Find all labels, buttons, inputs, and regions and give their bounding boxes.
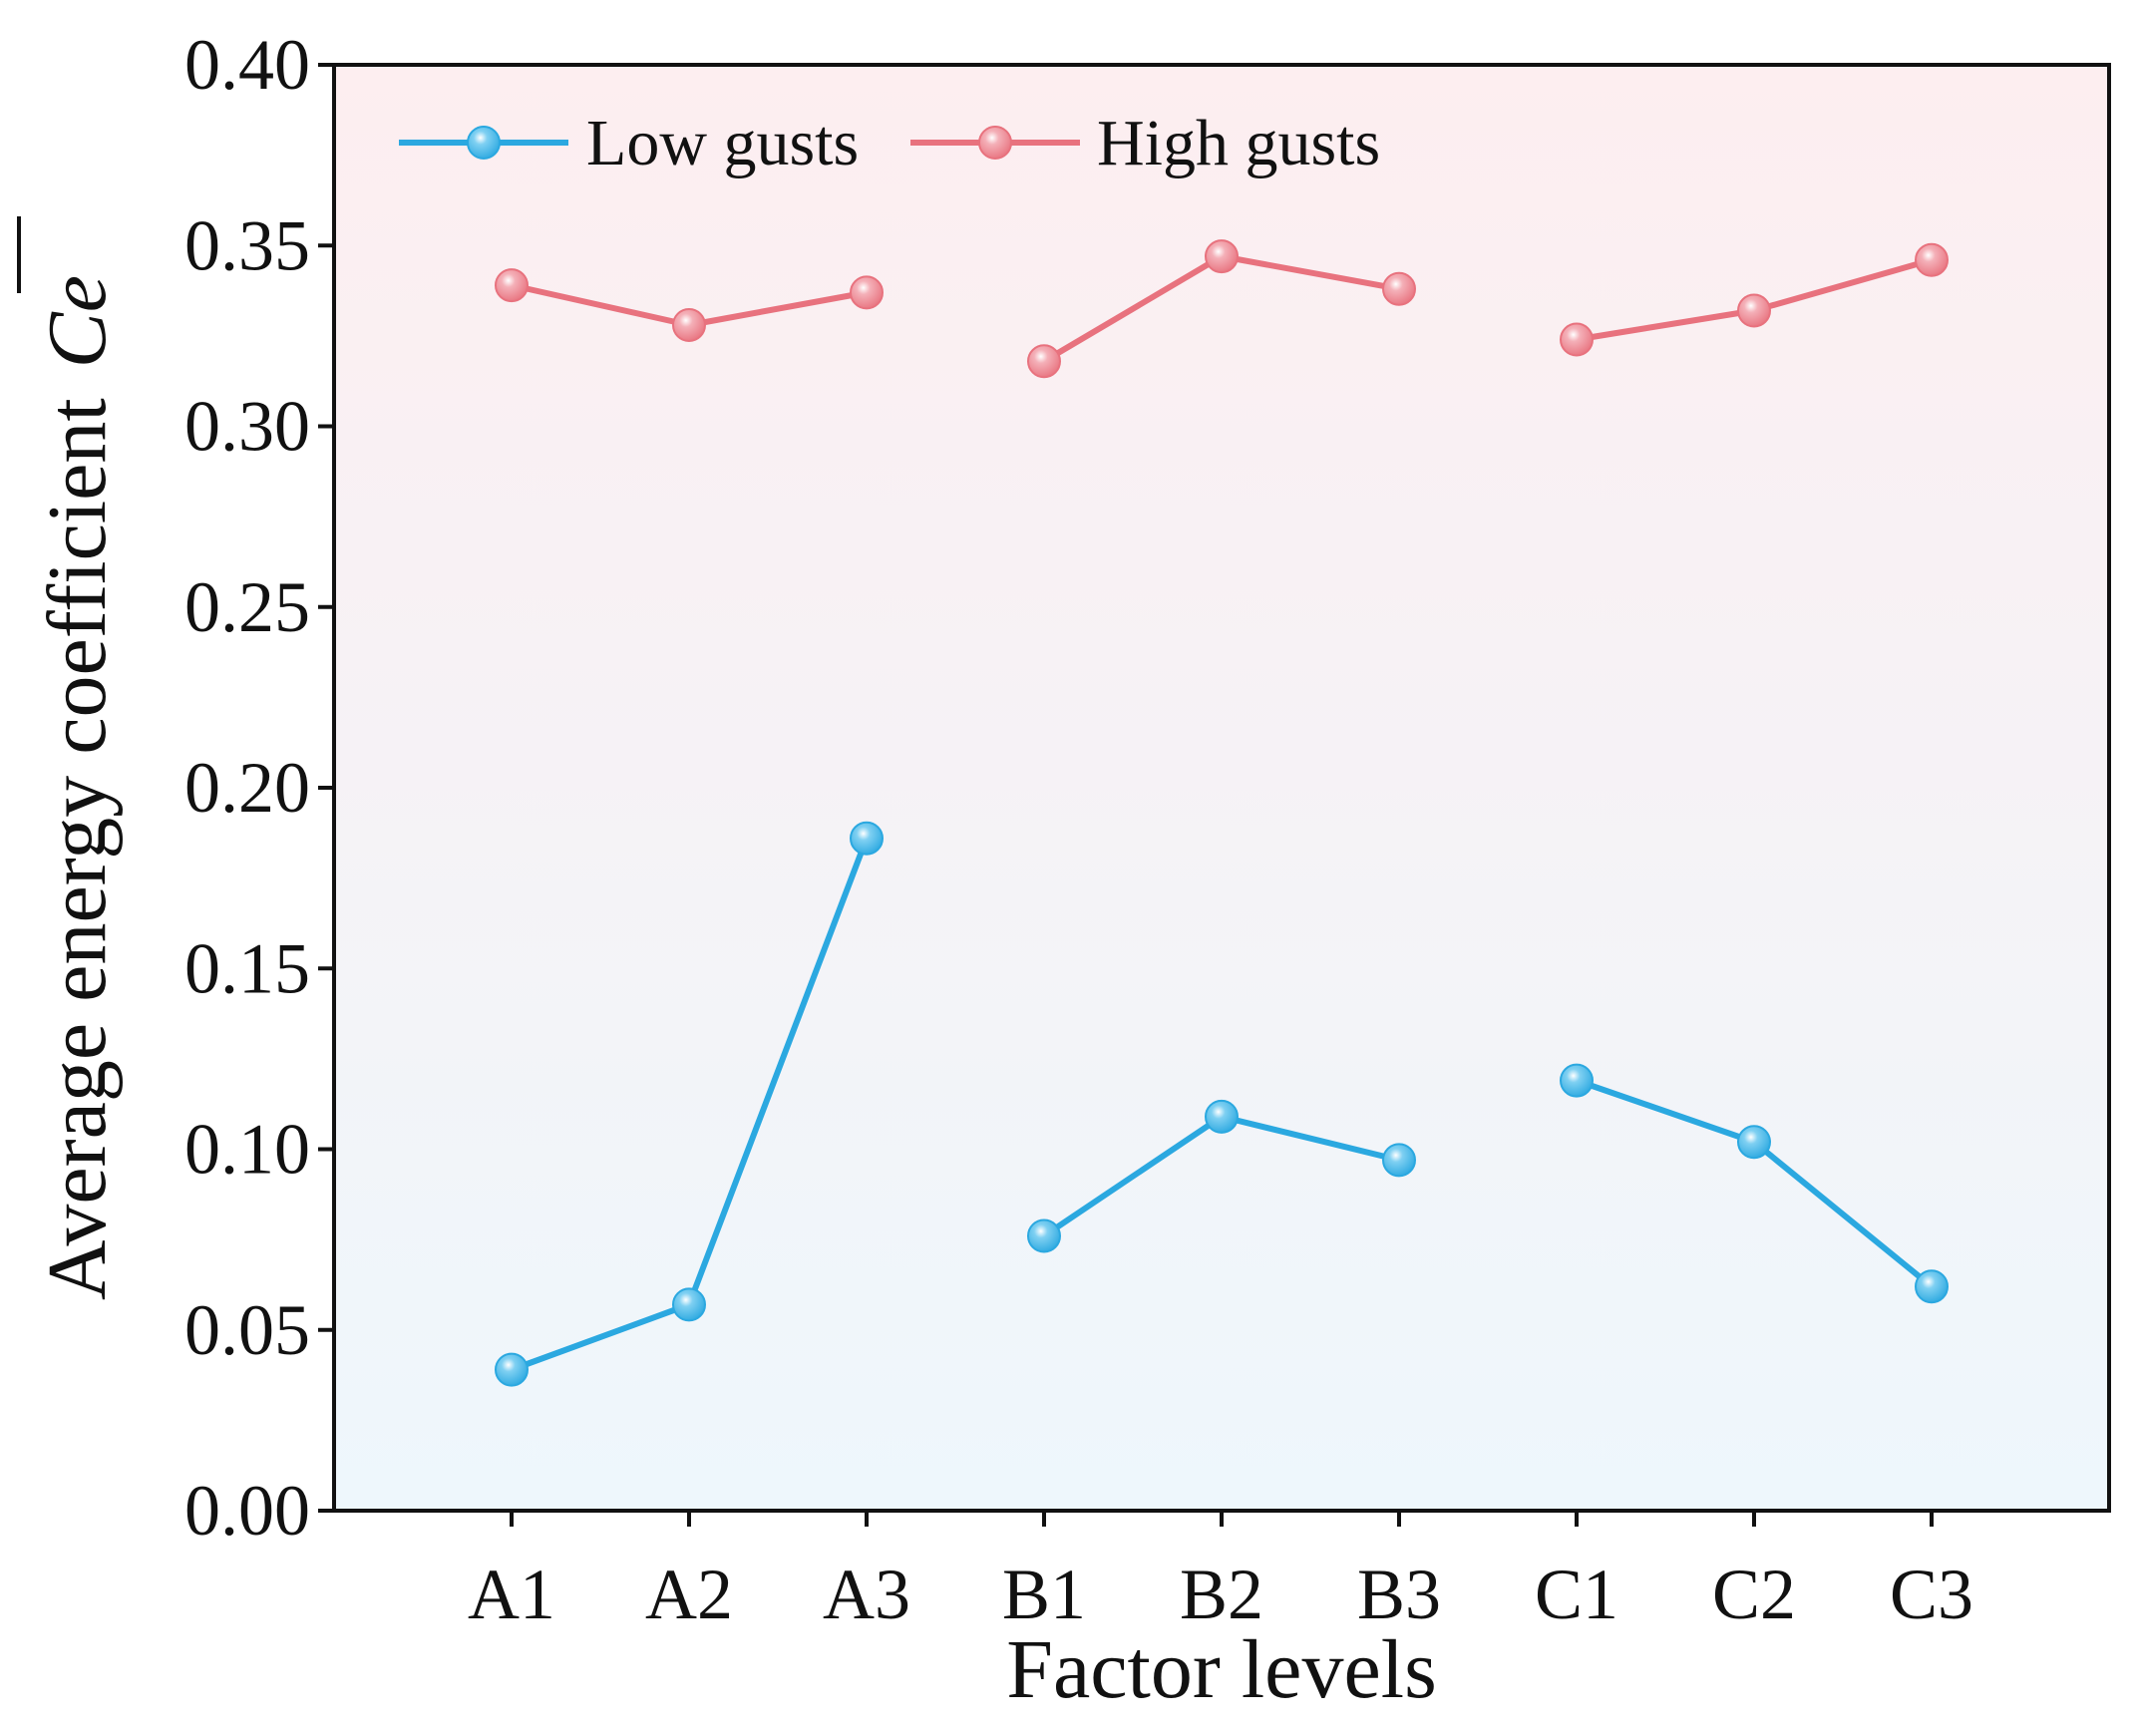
data-point xyxy=(1205,239,1239,274)
y-tick-label: 0.10 xyxy=(184,1110,310,1190)
data-point xyxy=(495,1352,529,1387)
x-tick-label: A2 xyxy=(645,1555,733,1634)
data-point xyxy=(1027,344,1061,379)
y-tick-label: 0.25 xyxy=(184,567,310,647)
x-axis-title: Factor levels xyxy=(1006,1623,1437,1716)
series-low-gusts xyxy=(495,821,1949,1387)
legend-marker xyxy=(467,126,501,160)
plot-background xyxy=(334,65,2109,1511)
x-tick-label: A1 xyxy=(468,1555,555,1634)
y-tick-label: 0.00 xyxy=(184,1471,310,1551)
data-point xyxy=(850,275,884,310)
y-tick-label: 0.05 xyxy=(184,1290,310,1370)
y-axis-title-text: Average energy coefficient xyxy=(31,398,124,1300)
x-tick-label: A3 xyxy=(823,1555,910,1634)
legend-marker xyxy=(978,126,1012,160)
legend-item: Low gusts xyxy=(399,107,859,179)
series-high-gusts xyxy=(495,239,1949,379)
x-axis: A1 A2 A3 B1 B2 B3 C1 C2 C3 xyxy=(468,1511,1973,1634)
data-point xyxy=(1915,1269,1949,1304)
data-point xyxy=(1560,1063,1594,1098)
x-tick-label: C2 xyxy=(1712,1555,1796,1634)
legend-label: High gusts xyxy=(1097,107,1380,179)
legend-item: High gusts xyxy=(910,107,1380,179)
x-tick-label: B2 xyxy=(1180,1555,1263,1634)
legend-label: Low gusts xyxy=(586,107,859,179)
data-point xyxy=(1915,242,1949,277)
data-point xyxy=(850,821,884,856)
data-point xyxy=(1027,1218,1061,1253)
data-point xyxy=(1737,293,1771,328)
y-tick-label: 0.15 xyxy=(184,928,310,1008)
data-point xyxy=(1560,322,1594,357)
data-point xyxy=(1737,1125,1771,1160)
series-layer xyxy=(495,239,1949,1387)
y-axis-title-symbol: Ce xyxy=(31,275,124,368)
y-axis-title: Average energy coefficient Ce xyxy=(17,216,124,1300)
data-point xyxy=(1382,1143,1416,1178)
x-tick-label: B1 xyxy=(1002,1555,1086,1634)
x-tick-label: C1 xyxy=(1535,1555,1618,1634)
data-point xyxy=(1205,1099,1239,1134)
data-point xyxy=(1382,271,1416,306)
y-tick-label: 0.40 xyxy=(184,25,310,105)
legend: Low gusts High gusts xyxy=(399,107,1380,179)
y-tick-label: 0.30 xyxy=(184,387,310,467)
y-tick-label: 0.20 xyxy=(184,748,310,828)
data-point xyxy=(672,308,706,342)
data-point xyxy=(495,268,529,303)
y-tick-label: 0.35 xyxy=(184,205,310,285)
x-tick-label: B3 xyxy=(1357,1555,1441,1634)
data-point xyxy=(672,1287,706,1322)
svg-text:Average energy coefficientCe: Average energy coefficient Ce xyxy=(31,275,124,1300)
x-tick-label: C3 xyxy=(1890,1555,1973,1634)
y-axis: 0.00 0.05 0.10 0.15 0.20 0.25 0.30 0.35 0.40 xyxy=(184,25,334,1551)
